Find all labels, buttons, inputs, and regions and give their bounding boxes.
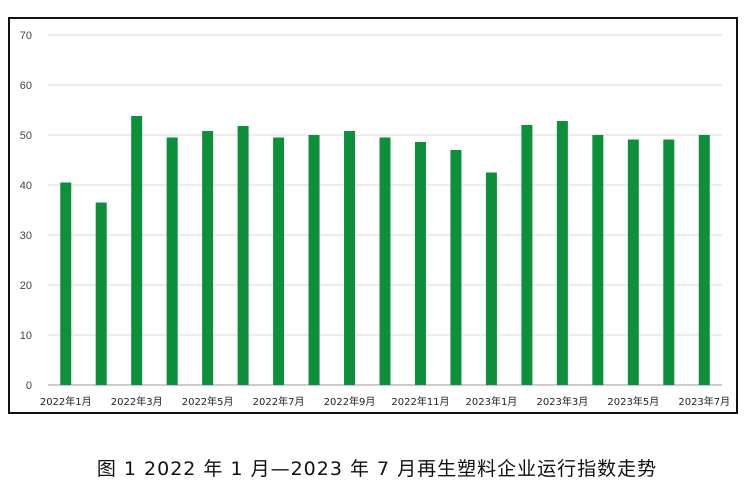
bars: [60, 116, 710, 385]
bar: [237, 126, 249, 385]
x-tick-label: 2023年5月: [607, 395, 659, 408]
bar: [60, 182, 72, 385]
x-tick-label: 2023年1月: [466, 395, 518, 408]
x-tick-label: 2022年5月: [182, 395, 234, 408]
y-tick-label: 10: [20, 330, 32, 342]
y-tick-label: 0: [26, 380, 32, 392]
bar: [273, 137, 285, 385]
bar: [592, 135, 604, 385]
x-tick-label: 2022年3月: [111, 395, 163, 408]
y-tick-label: 70: [20, 30, 32, 42]
bar: [202, 131, 214, 385]
bar: [131, 116, 143, 385]
x-tick-label: 2022年1月: [40, 395, 92, 408]
y-axis-ticks: 0 10 20 30 40 50 60 70: [20, 30, 32, 392]
bar: [450, 150, 462, 385]
x-tick-label: 2022年9月: [324, 395, 376, 408]
x-tick-label: 2023年7月: [678, 395, 730, 408]
x-tick-label: 2022年11月: [391, 395, 449, 408]
bar: [95, 202, 107, 385]
y-tick-label: 60: [20, 80, 32, 92]
bar: [556, 121, 568, 385]
bar: [627, 139, 639, 385]
y-tick-label: 40: [20, 180, 32, 192]
bar: [663, 139, 675, 385]
y-tick-label: 30: [20, 230, 32, 242]
bar: [166, 137, 178, 385]
y-tick-label: 50: [20, 130, 32, 142]
bar: [308, 135, 320, 385]
bar: [414, 142, 426, 385]
bar: [521, 125, 533, 385]
x-tick-label: 2022年7月: [253, 395, 305, 408]
y-tick-label: 20: [20, 280, 32, 292]
bar: [379, 137, 391, 385]
figure-caption: 图 1 2022 年 1 月—2023 年 7 月再生塑料企业运行指数走势: [96, 458, 658, 480]
bar: [485, 172, 497, 385]
bar: [698, 135, 710, 385]
chart-frame: 0 10 20 30 40 50 60 70 2022年1月 2022年3月 2022年5月 202…: [8, 17, 738, 414]
x-axis-ticks: 2022年1月 2022年3月 2022年5月 2022年7月 2022年9月 2022年…: [40, 395, 730, 408]
bar: [344, 131, 356, 385]
x-tick-label: 2023年3月: [536, 395, 588, 408]
